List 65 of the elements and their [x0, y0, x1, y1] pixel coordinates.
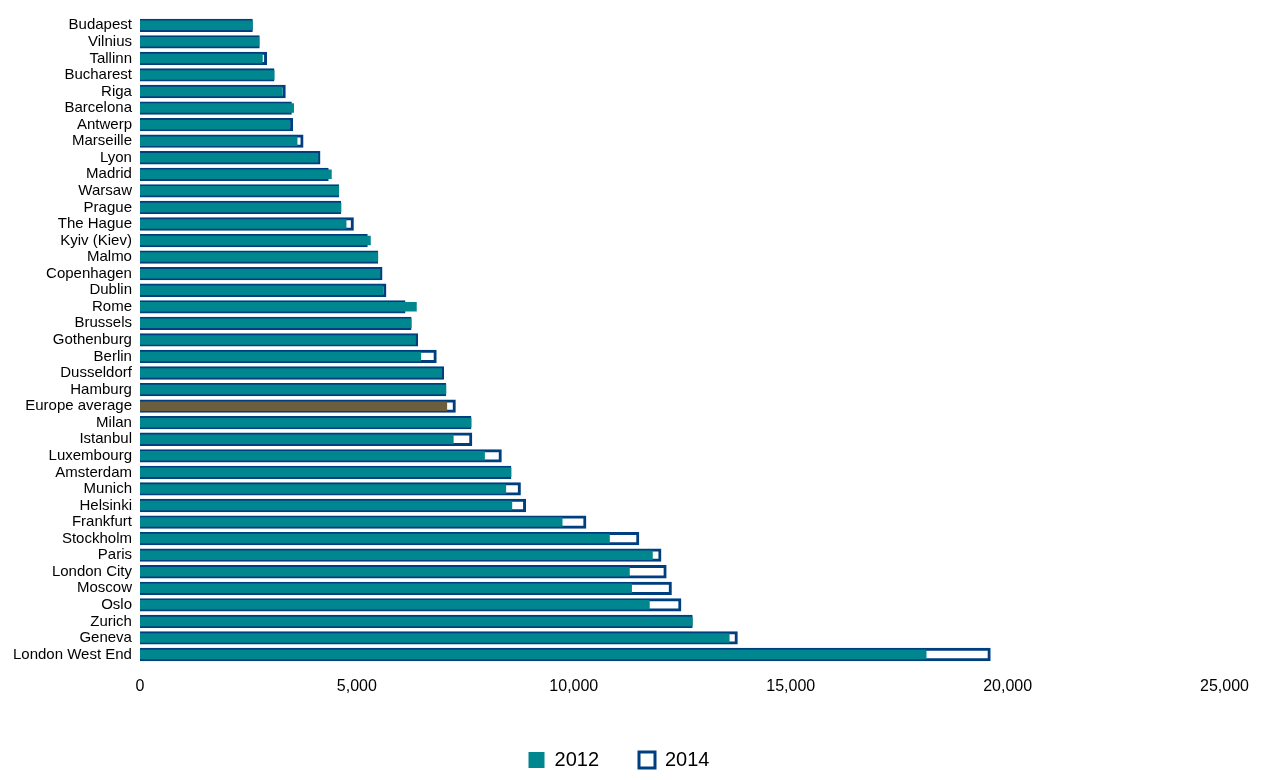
y-tick-label: London City [51, 561, 133, 579]
bar [139, 633, 730, 643]
y-tick-label: Paris [97, 545, 132, 563]
y-tick-label: London West End [12, 644, 132, 662]
y-tick-label: Moscow [76, 578, 133, 596]
legend-label: 2012 [554, 747, 600, 770]
bar [139, 136, 298, 146]
x-tick-label: 15,000 [766, 676, 816, 694]
bar [139, 600, 650, 610]
y-tick-label: Geneva [79, 628, 133, 646]
y-tick-label: Malmo [86, 247, 132, 265]
y-tick-label: Gothenburg [52, 330, 132, 348]
bar [139, 566, 630, 577]
bar [139, 484, 507, 494]
y-tick-label: Antwerp [76, 114, 132, 132]
y-tick-label: Rome [91, 296, 132, 314]
y-tick-label: Zurich [90, 611, 132, 629]
y-tick-label: Istanbul [79, 429, 132, 447]
y-tick-label: Milan [96, 412, 132, 430]
y-tick-label: Oslo [101, 594, 132, 612]
x-tick-label: 5,000 [336, 676, 377, 694]
bar [139, 302, 417, 312]
y-tick-label: Hamburg [70, 379, 132, 397]
bar [139, 517, 563, 527]
y-tick-label: The Hague [57, 214, 132, 232]
bar [139, 53, 263, 64]
bar [139, 500, 513, 511]
y-tick-label: Brussels [74, 313, 132, 331]
bar [139, 351, 422, 362]
y-tick-label: Dublin [89, 280, 132, 298]
y-tick-label: Europe average [25, 396, 132, 414]
y-tick-label: Madrid [86, 164, 132, 182]
y-tick-label: Bucharest [64, 65, 133, 83]
y-tick-label: Munich [83, 479, 132, 497]
x-tick-label: 10,000 [549, 676, 599, 694]
bar [139, 401, 448, 411]
y-tick-label: Warsaw [78, 181, 133, 199]
y-tick-label: Prague [83, 197, 132, 215]
y-tick-label: Berlin [93, 346, 132, 364]
y-tick-label: Riga [101, 81, 133, 99]
bar [139, 649, 927, 660]
y-tick-label: Helsinki [79, 495, 132, 513]
y-tick-label: Barcelona [64, 98, 133, 116]
y-tick-label: Tallinn [89, 48, 132, 66]
y-tick-label: Copenhagen [46, 263, 132, 281]
bar [139, 583, 632, 594]
bar [139, 219, 347, 229]
x-tick-label: 25,000 [1200, 676, 1250, 694]
y-tick-label: Marseille [71, 131, 132, 149]
bar [139, 451, 485, 461]
bar [139, 550, 653, 560]
y-tick-label: Stockholm [61, 528, 132, 546]
y-tick-label: Budapest [68, 15, 133, 33]
y-tick-label: Frankfurt [71, 512, 133, 530]
x-tick-label: 0 [135, 676, 145, 694]
x-tick-label: 20,000 [983, 676, 1033, 694]
bar [139, 533, 610, 544]
y-tick-label: Lyon [99, 147, 132, 165]
y-tick-label: Dusseldorf [60, 363, 133, 381]
bar [139, 434, 454, 445]
y-tick-label: Luxembourg [48, 445, 132, 463]
y-tick-label: Amsterdam [55, 462, 132, 480]
y-tick-label: Kyiv (Kiev) [60, 230, 132, 248]
y-tick-label: Vilnius [88, 31, 132, 49]
legend-label: 2014 [665, 747, 710, 770]
